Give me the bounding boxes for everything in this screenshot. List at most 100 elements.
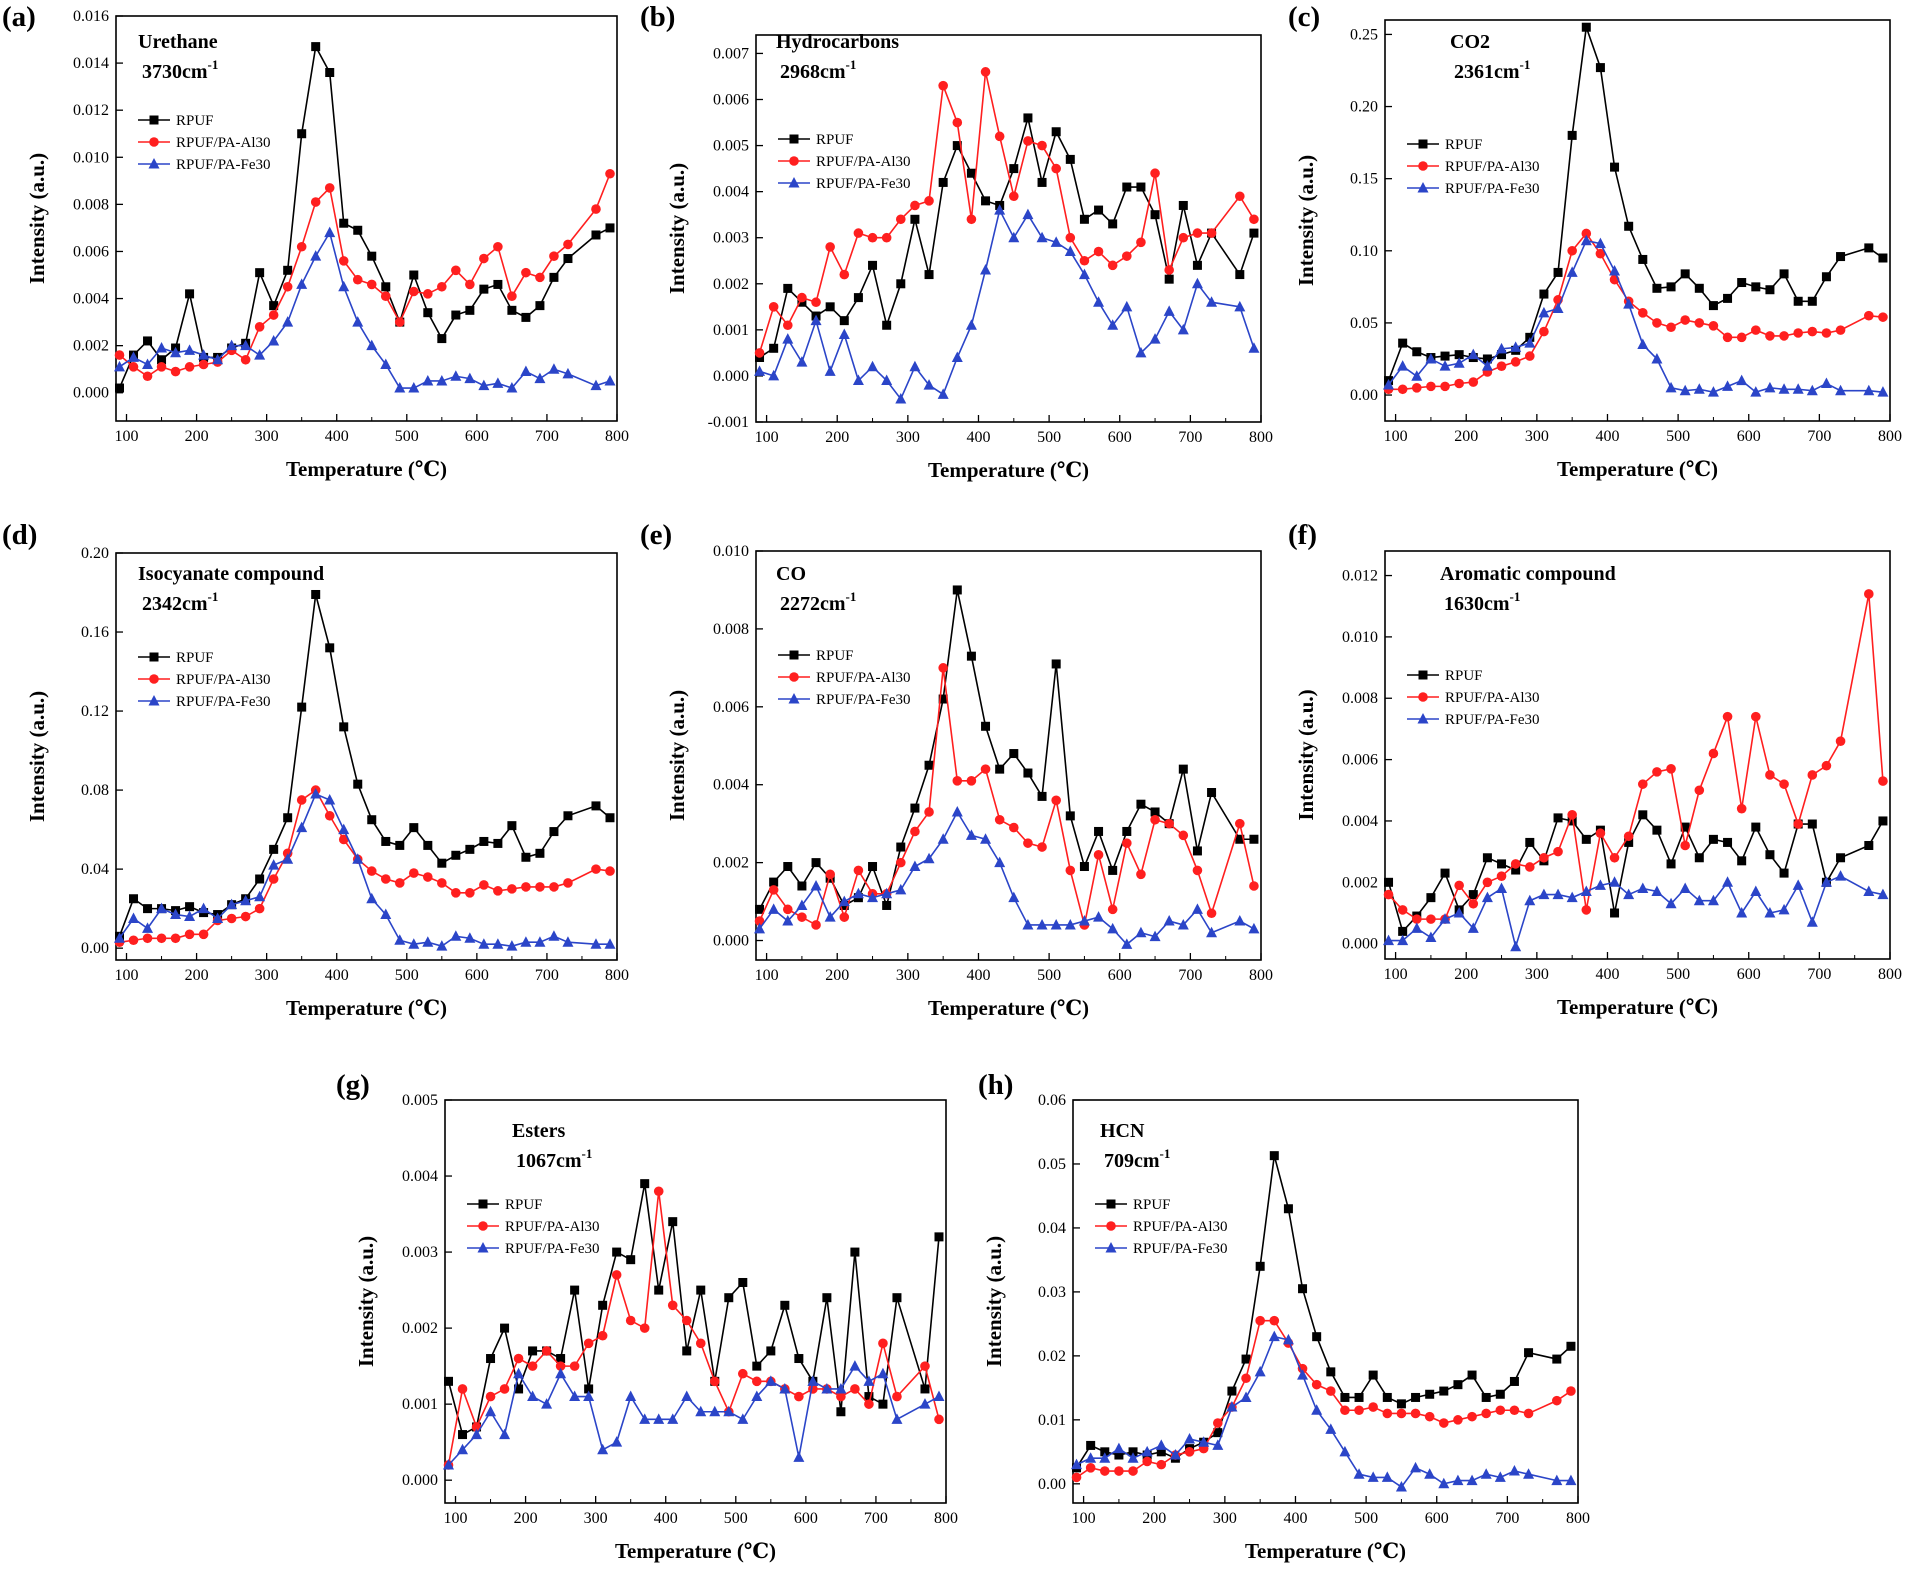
- legend-marker: [149, 115, 159, 125]
- data-point: [1722, 380, 1734, 391]
- data-point: [1282, 1333, 1294, 1345]
- data-point: [1878, 776, 1888, 786]
- data-point: [1482, 853, 1492, 863]
- data-point: [1311, 1379, 1322, 1390]
- data-point: [591, 204, 601, 214]
- y-tick-label: 0.15: [1350, 171, 1378, 188]
- chart-panel: (d) 100 200 300 400 500 600 700 800 0.00 0.04 0.08 0…: [2, 519, 629, 1020]
- wavenumber-label: 1630cm-1: [1444, 589, 1520, 615]
- data-point: [1567, 130, 1577, 140]
- legend-marker: [788, 693, 800, 704]
- series-line: [1387, 239, 1884, 394]
- data-point: [1008, 822, 1019, 833]
- data-point: [535, 272, 545, 283]
- data-point: [268, 859, 280, 870]
- legend-entry: RPUF: [1133, 1197, 1171, 1213]
- data-point: [198, 349, 210, 360]
- data-point: [422, 374, 434, 386]
- data-point: [1107, 260, 1118, 271]
- data-point: [1806, 916, 1818, 927]
- data-point: [1023, 838, 1033, 848]
- data-point: [1108, 219, 1118, 229]
- data-point: [980, 833, 992, 844]
- y-tick-label: 0.001: [402, 1396, 438, 1413]
- data-point: [1023, 113, 1033, 123]
- legend-entry: RPUF/PA-Al30: [505, 1219, 599, 1235]
- data-point: [1581, 905, 1592, 915]
- data-point: [1078, 915, 1090, 926]
- data-point: [1595, 828, 1606, 839]
- data-point: [1255, 1315, 1265, 1326]
- data-point: [1248, 922, 1260, 934]
- data-point: [562, 936, 574, 947]
- data-point: [938, 177, 948, 187]
- data-point: [852, 887, 864, 899]
- data-point: [797, 881, 807, 891]
- data-point: [534, 936, 546, 947]
- data-point: [1169, 1449, 1181, 1460]
- data-point: [1821, 328, 1832, 338]
- legend-marker: [149, 674, 159, 684]
- x-tick-label: 500: [1354, 1510, 1378, 1527]
- data-point: [1107, 319, 1119, 330]
- x-tick-label: 100: [1072, 1510, 1096, 1527]
- data-point: [1235, 270, 1245, 280]
- data-point: [1779, 269, 1789, 279]
- data-point: [198, 929, 209, 940]
- compound-name: CO: [776, 563, 806, 585]
- data-point: [353, 779, 363, 789]
- panel-label: (c): [1288, 1, 1320, 33]
- y-tick-label: 0.00: [1350, 387, 1378, 404]
- data-point: [1694, 318, 1705, 328]
- data-point: [850, 1384, 860, 1394]
- data-point: [868, 862, 878, 872]
- x-tick-label: 200: [825, 967, 849, 984]
- data-point: [1178, 764, 1188, 774]
- data-point: [465, 305, 475, 315]
- x-tick-label: 200: [1454, 966, 1478, 983]
- x-tick-label: 300: [896, 429, 920, 446]
- data-point: [910, 803, 920, 813]
- y-tick-label: 0.002: [402, 1320, 438, 1337]
- legend-marker: [1418, 161, 1428, 171]
- wavenumber-label: 2361cm-1: [1454, 57, 1530, 83]
- data-point: [780, 1300, 790, 1310]
- data-point: [142, 933, 153, 944]
- legend-entry: RPUF: [176, 650, 214, 666]
- data-point: [1453, 1380, 1463, 1390]
- data-point: [339, 722, 349, 732]
- data-point: [282, 281, 293, 292]
- x-tick-label: 400: [325, 428, 349, 445]
- data-point: [1339, 1445, 1351, 1457]
- data-point: [1480, 1468, 1492, 1479]
- compound-name: HCN: [1100, 1120, 1145, 1142]
- data-point: [654, 1285, 664, 1295]
- y-tick-label: 0.004: [713, 184, 749, 201]
- x-tick-label: 700: [1178, 429, 1202, 446]
- data-point: [451, 265, 461, 276]
- data-point: [1178, 200, 1188, 210]
- data-point: [1539, 289, 1549, 299]
- y-axis-title: Intensity (a.u.): [354, 1236, 378, 1367]
- data-point: [156, 933, 167, 944]
- data-point: [1164, 818, 1174, 829]
- data-point: [338, 834, 349, 845]
- data-point: [457, 1443, 469, 1455]
- data-point: [1353, 1468, 1365, 1479]
- data-point: [1708, 748, 1719, 759]
- y-tick-label: 0.12: [81, 703, 109, 720]
- data-point: [1680, 840, 1690, 851]
- data-point: [1566, 1341, 1576, 1351]
- x-tick-label: 500: [1037, 429, 1061, 446]
- legend-marker: [1417, 713, 1429, 724]
- data-point: [423, 308, 433, 318]
- legend-marker: [149, 652, 159, 662]
- data-point: [737, 1368, 748, 1379]
- data-point: [226, 339, 238, 351]
- x-tick-label: 300: [255, 428, 279, 445]
- data-point: [226, 898, 238, 910]
- data-point: [1807, 770, 1818, 780]
- data-point: [240, 894, 252, 906]
- data-point: [1835, 736, 1846, 746]
- data-point: [1750, 885, 1762, 897]
